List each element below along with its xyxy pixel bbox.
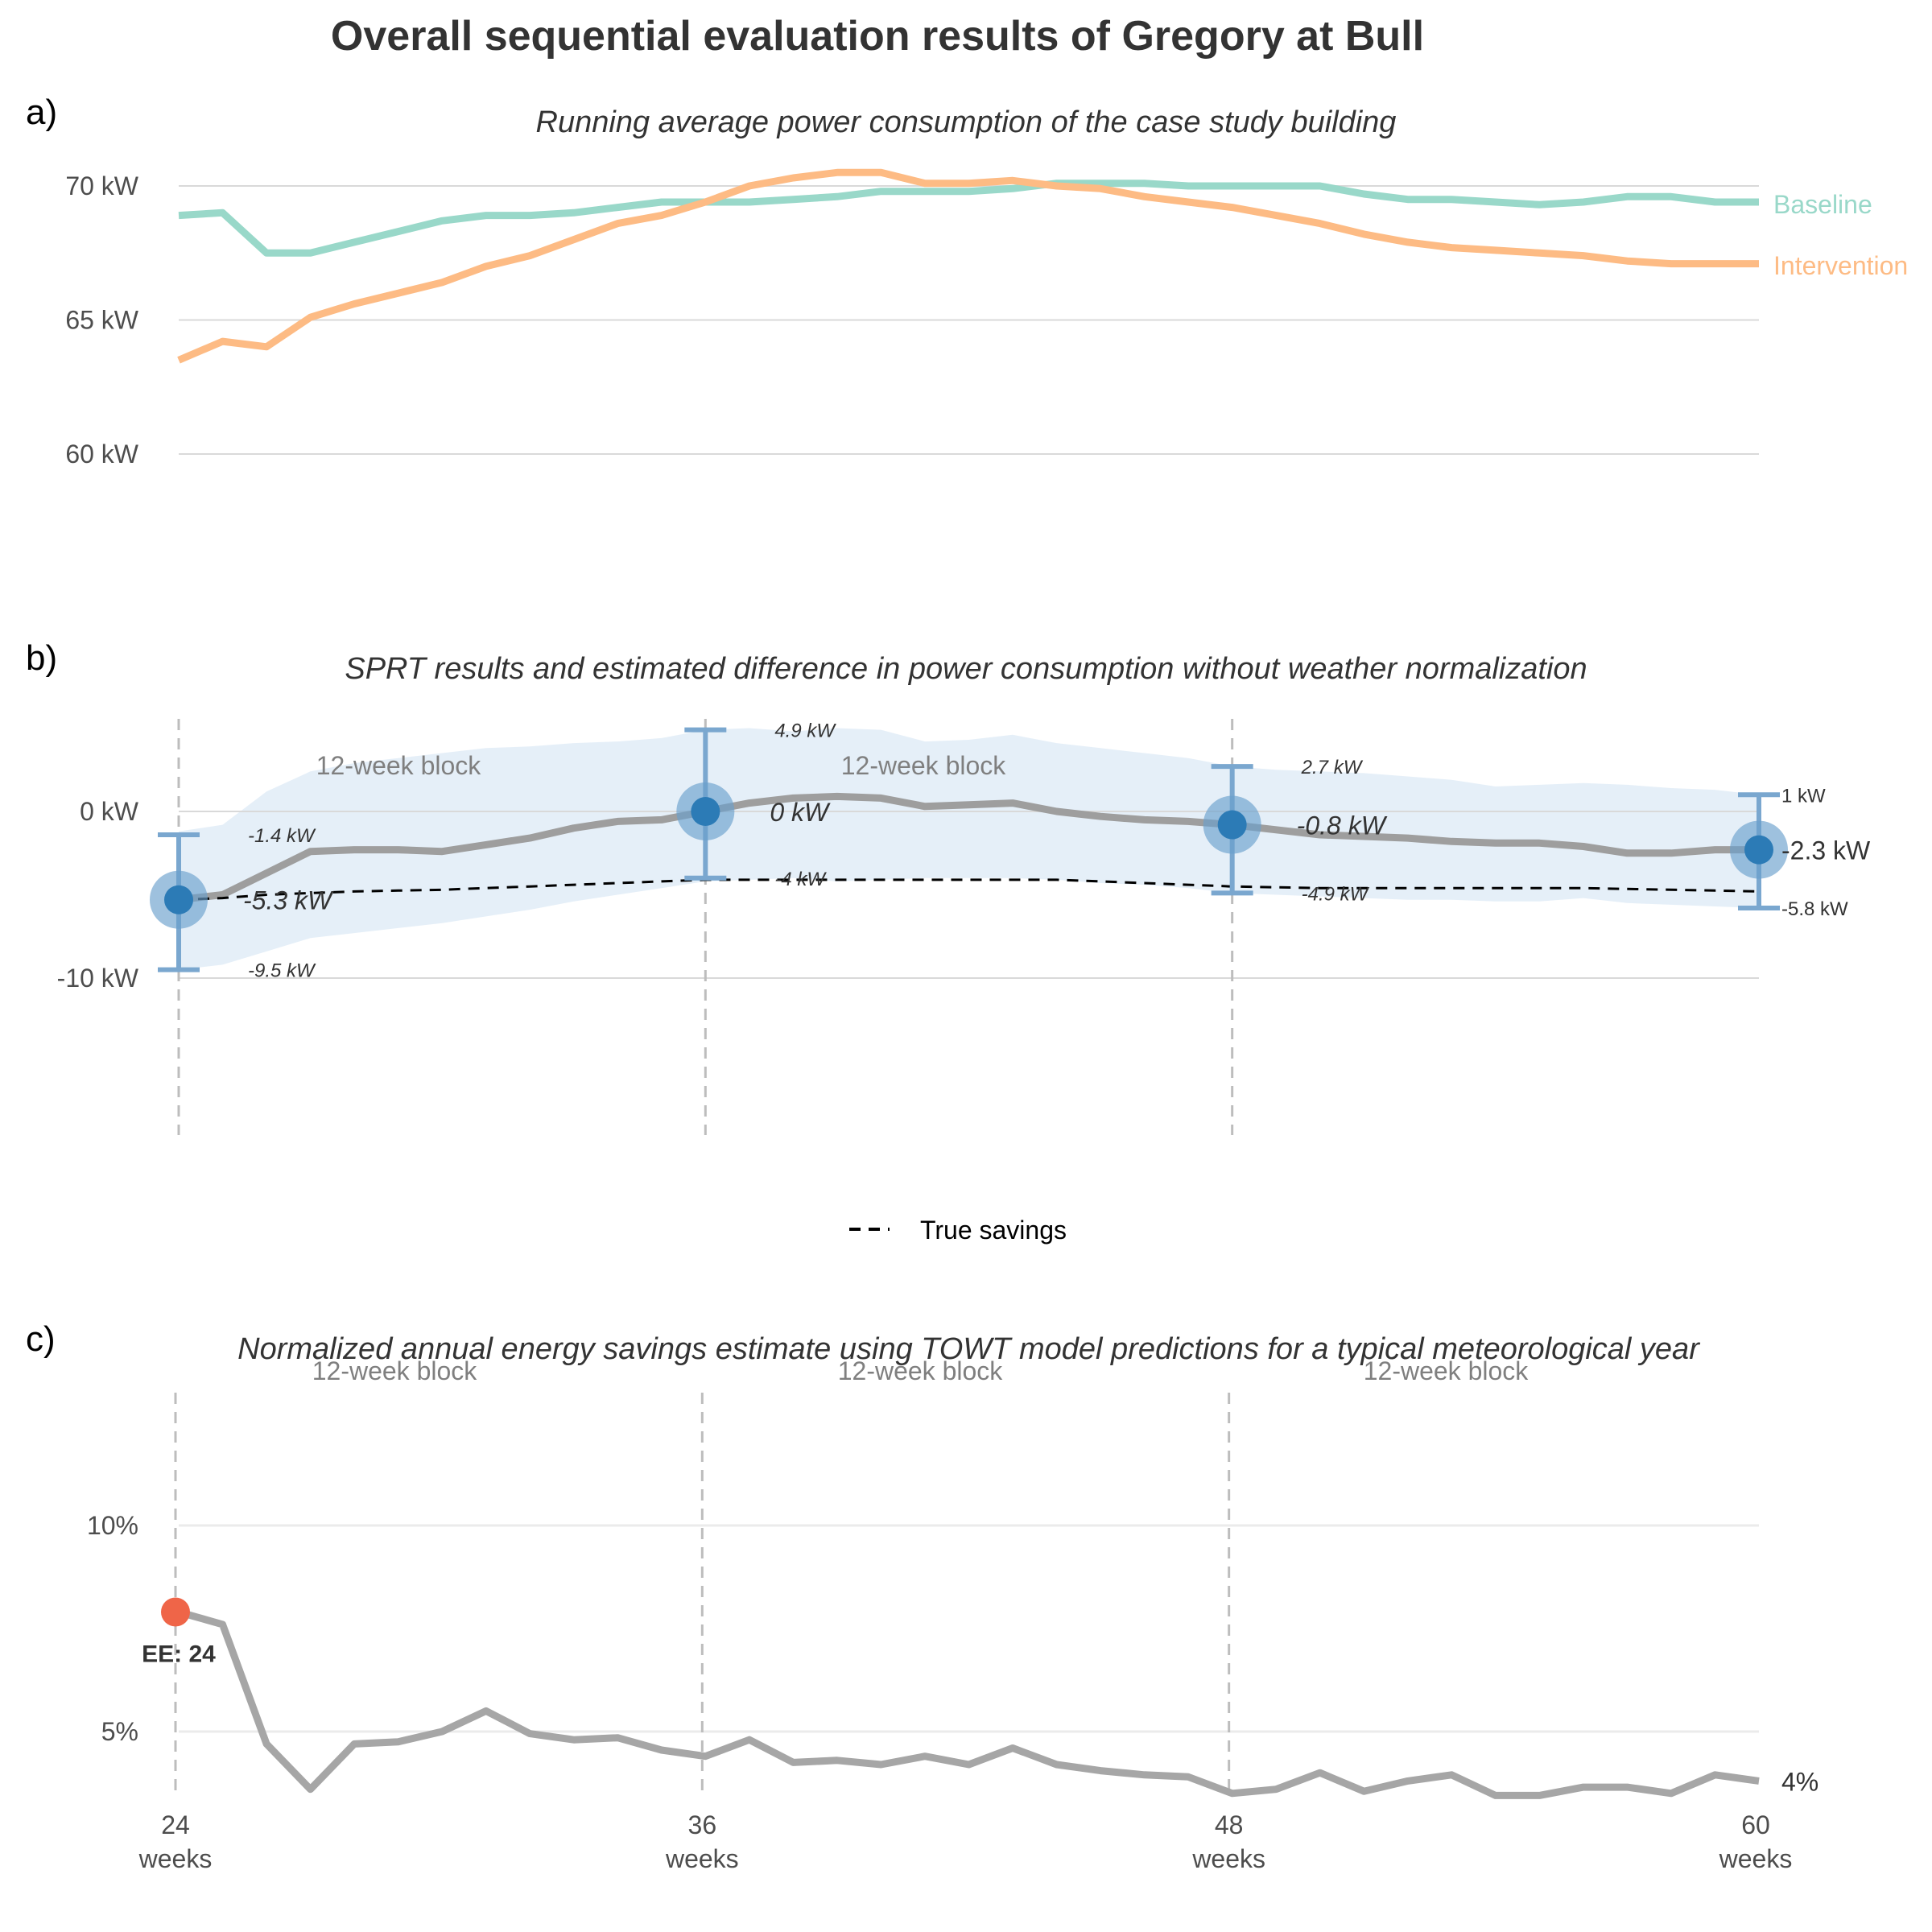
lower-bound-label: -4.9 kW xyxy=(1302,883,1370,905)
panel-b-subtitle: SPRT results and estimated difference in… xyxy=(345,652,1587,686)
panel-tag-a: a) xyxy=(26,93,57,132)
panel-b-block-label-1: 12-week block xyxy=(316,751,482,780)
estimate-label: 0 kW xyxy=(770,798,831,827)
panel-b-checkpoints xyxy=(150,727,1788,972)
panel-tag-c: c) xyxy=(26,1319,56,1359)
x-tick-unit-label: weeks xyxy=(138,1844,213,1873)
baseline-line xyxy=(178,180,1759,257)
x-tick-label: 24 xyxy=(161,1810,190,1839)
panel-a-y-tick-label: 70 kW xyxy=(65,171,138,200)
checkpoint-point xyxy=(1217,810,1247,840)
x-axis: 24 weeks 36 weeks 48 weeks 60 weeks xyxy=(138,1810,1793,1873)
panel-a-grid: 60 kW 65 kW 70 kW xyxy=(65,171,1759,469)
ee-label: EE: 24 xyxy=(142,1641,216,1668)
figure-title: Overall sequential evaluation results of… xyxy=(331,13,1424,60)
x-tick-label: 36 xyxy=(688,1810,717,1839)
checkpoint-point xyxy=(691,797,720,826)
upper-bound-label: 4.9 kW xyxy=(774,720,836,742)
lower-bound-label: -4 kW xyxy=(774,869,827,890)
estimate-label: -5.3 kW xyxy=(243,886,334,915)
panel-c-subtitle: Normalized annual energy savings estimat… xyxy=(237,1332,1700,1366)
lower-bound-label: -9.5 kW xyxy=(248,960,316,982)
ci-band-area xyxy=(179,728,1759,970)
panel-c: c) Normalized annual energy savings esti… xyxy=(26,1319,1818,1873)
panel-c-block-label-3: 12-week block xyxy=(1364,1356,1530,1385)
series-label-baseline: Baseline xyxy=(1773,190,1872,219)
x-tick-unit-label: weeks xyxy=(665,1844,739,1873)
true-savings-line xyxy=(178,878,1760,902)
checkpoint-point xyxy=(164,885,193,914)
panel-c-grid: 5% 10% xyxy=(87,1511,1759,1746)
savings-end-label: 4% xyxy=(1781,1767,1818,1796)
legend: True savings xyxy=(849,1216,1067,1245)
panel-b-annotations: -1.4 kW -5.3 kW -9.5 kW 4.9 kW 0 kW -4 kW 2.7 … xyxy=(243,720,1871,982)
series-label-intervention: Intervention xyxy=(1773,251,1908,280)
panel-c-y-tick-label: 10% xyxy=(87,1511,138,1540)
panel-c-block-label-1: 12-week block xyxy=(312,1356,478,1385)
x-tick-label: 48 xyxy=(1215,1810,1244,1839)
lower-bound-label: -5.8 kW xyxy=(1781,898,1848,920)
panel-b-block-label-2: 12-week block xyxy=(841,751,1007,780)
panel-b-y-tick-label: 0 kW xyxy=(80,797,139,826)
panel-c-ee-marker: EE: 24 xyxy=(142,1597,216,1668)
panel-b-grid: -10 kW 0 kW xyxy=(57,797,1759,993)
estimate-line xyxy=(178,792,1759,904)
panel-c-series: 4% xyxy=(177,1608,1818,1799)
intervention-line xyxy=(177,168,1759,364)
panel-tag-b: b) xyxy=(26,638,57,678)
panel-a-subtitle: Running average power consumption of the… xyxy=(536,105,1397,139)
panel-b-ci-band xyxy=(179,728,1759,970)
upper-bound-label: 2.7 kW xyxy=(1301,757,1364,778)
x-tick-unit-label: weeks xyxy=(1191,1844,1265,1873)
panel-c-y-tick-label: 5% xyxy=(101,1717,138,1746)
upper-bound-label: -1.4 kW xyxy=(248,825,316,847)
panel-a-series xyxy=(177,168,1759,364)
upper-bound-label: 1 kW xyxy=(1781,785,1826,807)
estimate-label: -0.8 kW xyxy=(1297,811,1388,840)
x-tick-unit-label: weeks xyxy=(1719,1844,1793,1873)
panel-c-checkpoint-lines xyxy=(174,1393,1231,1791)
checkpoint-point xyxy=(1744,835,1773,865)
estimate-label: -2.3 kW xyxy=(1781,836,1871,865)
panel-a: a) Running average power consumption of … xyxy=(26,93,1908,469)
ee-point xyxy=(161,1597,190,1627)
panel-a-y-tick-label: 65 kW xyxy=(65,306,138,335)
x-tick-label: 60 xyxy=(1741,1810,1770,1839)
savings-line xyxy=(177,1608,1760,1799)
panel-c-block-label-2: 12-week block xyxy=(838,1356,1004,1385)
legend-true-savings-label: True savings xyxy=(920,1216,1067,1245)
panel-b-series xyxy=(178,792,1760,904)
panel-b-y-tick-label: -10 kW xyxy=(57,964,139,993)
panel-b: b) SPRT results and estimated difference… xyxy=(26,638,1871,1245)
panel-a-y-tick-label: 60 kW xyxy=(65,440,138,469)
